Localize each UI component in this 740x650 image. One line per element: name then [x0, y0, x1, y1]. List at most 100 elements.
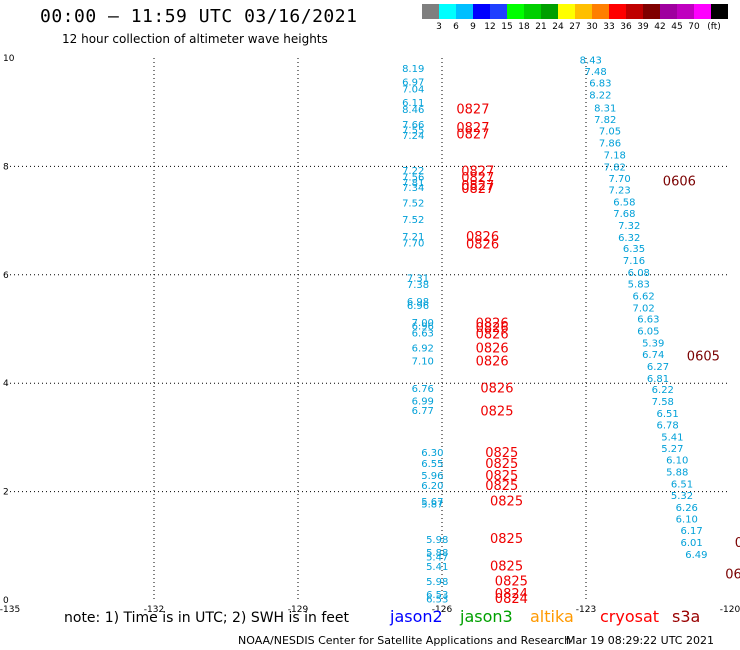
wave-height-label: 6.32: [618, 233, 640, 244]
wave-height-label: 7.48: [584, 67, 606, 78]
legend-swatch: [660, 4, 677, 19]
legend-swatch: [711, 4, 728, 19]
wave-height-label: 5.27: [661, 444, 683, 455]
time-label: 0826: [476, 316, 509, 331]
wave-height-label: 8.22: [589, 90, 611, 101]
legend-swatch: [575, 4, 592, 19]
time-label: 0825: [490, 494, 523, 509]
time-label: 0826: [466, 230, 499, 245]
time-label: 0825: [495, 574, 528, 589]
wave-height-label: 6.98: [407, 297, 429, 308]
timestamp-text: Mar 19 08:29:22 UTC 2021: [566, 634, 714, 647]
wave-height-label: 7.18: [604, 150, 626, 161]
wave-height-label: 7.24: [402, 131, 424, 142]
wave-height-label: 6.26: [676, 503, 698, 514]
time-label: 06: [735, 536, 740, 551]
wave-height-label: 7.16: [623, 256, 645, 267]
page-title: 00:00 – 11:59 UTC 03/16/2021: [40, 6, 358, 27]
wave-height-label: 6.77: [412, 406, 434, 417]
wave-height-label: 5.88: [666, 468, 688, 479]
wave-height-label: 6.76: [412, 384, 434, 395]
wave-height-label: 7.52: [402, 215, 424, 226]
wave-height-label: 7.05: [599, 127, 621, 138]
time-label: 06: [725, 567, 740, 582]
legend-label: 18: [518, 22, 530, 32]
wave-height-label: 8.46: [402, 105, 424, 116]
legend-label: 3: [436, 22, 442, 32]
wave-height-label: 5.83: [628, 279, 650, 290]
satellite-s3a: s3a: [672, 607, 701, 626]
wave-height-label: 6.10: [666, 456, 688, 467]
time-label: 0826: [480, 382, 513, 397]
time-label: 0825: [485, 446, 518, 461]
wave-height-label: 7.58: [652, 397, 674, 408]
wave-height-label: 5.98: [426, 535, 448, 546]
wave-height-label: 7.23: [608, 186, 630, 197]
time-label: 0825: [485, 457, 518, 472]
time-label: 0824: [495, 587, 528, 602]
wave-height-label: 6.63: [637, 315, 659, 326]
data-marks: 8.19 6.977.04 6.118.46 7.667.557.24 7.227.56…: [402, 56, 740, 607]
page-subtitle: 12 hour collection of altimeter wave hei…: [62, 32, 328, 46]
time-label: 0825: [490, 532, 523, 547]
satellite-jason3: jason3: [460, 607, 513, 626]
wave-height-label: 6.08: [628, 268, 650, 279]
wave-height-label: 7.32: [618, 221, 640, 232]
time-label: 0826: [476, 341, 509, 356]
legend-label: 42: [654, 22, 666, 32]
wave-height-label: 7.00: [412, 318, 434, 329]
wave-height-label: 6.51: [671, 479, 693, 490]
x-tick-label: -132: [144, 605, 164, 615]
wave-height-label: 6.97: [402, 77, 424, 88]
wave-height-label: 5.41: [426, 562, 448, 573]
x-tick-label: -135: [0, 605, 20, 615]
y-tick-label: 0: [3, 596, 9, 606]
wave-height-label: 6.35: [623, 244, 645, 255]
legend-swatch: [524, 4, 541, 19]
wave-height-label: 6.27: [647, 362, 669, 373]
wave-height-label: 6.55: [421, 459, 443, 470]
wave-height-label: 7.70: [402, 238, 424, 249]
legend-label: 30: [586, 22, 598, 32]
wave-height-label: 6.22: [652, 385, 674, 396]
satellite-cryosat: cryosat: [600, 607, 660, 626]
wave-height-label: 7.70: [608, 174, 630, 185]
legend-label: 27: [569, 22, 581, 32]
plot-grid: [10, 58, 730, 600]
time-label: 0827: [456, 127, 489, 142]
time-label: 0826: [466, 237, 499, 252]
wave-height-label: 7.02: [632, 303, 654, 314]
x-tick-label: -123: [576, 605, 596, 615]
wave-height-label: 6.51: [656, 409, 678, 420]
x-tick-label: -126: [432, 605, 453, 615]
footer-note: note: 1) Time is in UTC; 2) SWH is in fe…: [64, 610, 350, 626]
wave-height-label: 5.39: [642, 339, 664, 350]
legend-swatch: [694, 4, 711, 19]
wave-height-label: 7.82: [604, 162, 626, 173]
time-label: 0825: [485, 469, 518, 484]
x-tick-label: -129: [288, 605, 309, 615]
wave-height-label: 6.81: [647, 374, 669, 385]
time-label: 0824: [495, 592, 528, 607]
legend-swatch: [422, 4, 439, 19]
wave-height-label: 7.34: [402, 183, 424, 194]
legend-label: 15: [501, 22, 513, 32]
wave-height-label: 6.74: [642, 350, 664, 361]
satellite-altika: altika: [530, 607, 574, 626]
legend-swatch: [626, 4, 643, 19]
time-label: 0827: [461, 171, 494, 186]
wave-height-label: 6.96: [412, 322, 434, 333]
legend-swatch: [643, 4, 660, 19]
legend-swatch: [592, 4, 609, 19]
wave-height-label: 7.10: [412, 356, 434, 367]
wave-height-label: 7.04: [402, 84, 424, 95]
wave-height-label: 5.32: [671, 491, 693, 502]
legend-swatch: [541, 4, 558, 19]
time-label: 0826: [476, 321, 509, 336]
wave-height-label: 6.49: [685, 550, 707, 561]
legend-label: 70: [688, 22, 700, 32]
wave-height-label: 7.31: [407, 274, 429, 285]
legend-label: 6: [453, 22, 459, 32]
time-label: 0825: [480, 404, 513, 419]
